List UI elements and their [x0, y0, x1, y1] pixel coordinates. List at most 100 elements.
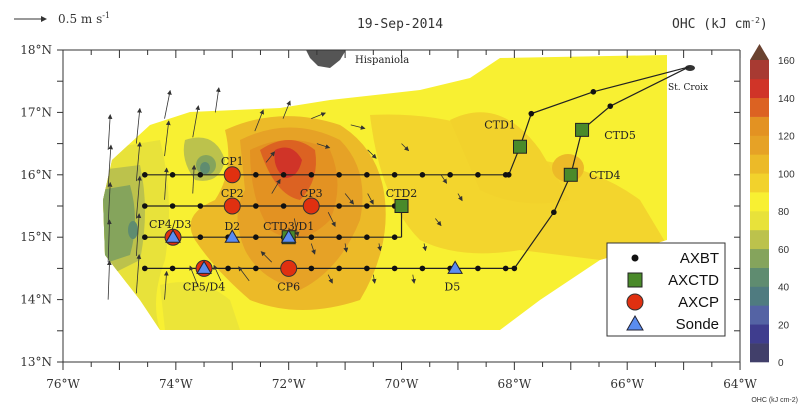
axbt-dot [364, 265, 370, 272]
axcp-marker [280, 259, 298, 277]
current-vector-arrow [163, 167, 169, 200]
y-tick-label: 13°N [20, 355, 52, 369]
colorbar-tick-label: 60 [778, 245, 790, 256]
colorbar-segment [750, 154, 769, 174]
instrument-labels: CP1 CP2 CP3 CP4/D3 CP5/D4 CP6 D2 D5 CTD1 CTD2 CTD3… [149, 119, 636, 294]
axbt-dot [364, 203, 370, 209]
svg-text:0.5 m s-1: 0.5 m s-1 [58, 11, 110, 26]
current-vector-arrow [192, 105, 201, 138]
instrument-label: CTD2 [386, 187, 418, 200]
colorbar-tick-label: 140 [778, 94, 795, 105]
current-vector-arrow [367, 193, 374, 205]
instrument-label: CP4/D3 [149, 218, 191, 231]
axbt-dot [336, 172, 342, 178]
axbt-dot [142, 265, 148, 272]
colorbar: 0 20 40 60 80 100 120 140 160 [750, 44, 795, 369]
current-vector-arrow [164, 89, 172, 119]
axbt-dot [419, 172, 426, 178]
current-vector-arrow [106, 260, 112, 300]
colorbar-segment [750, 248, 769, 268]
legend-sonde-icon [626, 314, 644, 331]
hispaniola-landmass [306, 50, 346, 68]
axbt-dot [280, 172, 287, 178]
y-tick-label: 15°N [20, 230, 52, 244]
colorbar-segment [750, 267, 769, 287]
colorbar-segment [750, 286, 769, 306]
current-vector-arrow [271, 178, 281, 194]
axbt-dot [142, 172, 148, 178]
current-vector-arrow [135, 107, 142, 144]
current-vector-arrow [367, 149, 377, 159]
axbt-dot [447, 172, 453, 178]
instrument-label: D2 [224, 220, 240, 233]
current-vector-arrow [377, 243, 382, 252]
y-tick-label: 18°N [20, 43, 52, 57]
svg-text:OHC (kJ cm-2): OHC (kJ cm-2) [672, 16, 768, 32]
current-vectors [106, 87, 463, 300]
colorbar-segment [750, 192, 769, 212]
instrument-label: CTD3/D1 [263, 220, 314, 233]
axbt-dot [142, 203, 148, 209]
colorbar-segment [750, 229, 769, 250]
instrument-label: CP5/D4 [183, 280, 225, 293]
axbt-dot [502, 265, 509, 272]
instrument-label: CP6 [277, 280, 300, 293]
current-vector-arrow [265, 151, 276, 163]
axcp-marker [302, 197, 320, 215]
legend: AXBT AXCTD AXCP Sonde [606, 242, 726, 337]
current-vector-arrow [343, 243, 349, 253]
axctd-marker [575, 122, 590, 137]
sonde-marker [224, 229, 241, 243]
current-vector-arrow [135, 213, 142, 256]
legend-label: AXCTD [668, 272, 719, 289]
axbt-dot [253, 265, 259, 272]
instrument-label: CTD4 [589, 169, 621, 182]
colorbar-segment [750, 116, 769, 136]
axis-ticks: 76°W 74°W 72°W 70°W 68°W 66°W 64°W 18°N 17°N 16°N… [20, 43, 757, 391]
axbt-dot [505, 172, 512, 178]
axbt-dot [308, 234, 315, 240]
axbt-dot [280, 203, 287, 209]
current-vector-arrow [327, 274, 333, 284]
instrument-label: CTD5 [604, 129, 636, 142]
axbt-dot [253, 203, 259, 209]
current-vector-arrow [135, 254, 142, 294]
current-vector-arrow [371, 274, 377, 284]
axbt-dot [391, 265, 398, 272]
axbt-dot [551, 209, 557, 216]
axbt-dot [336, 234, 342, 240]
colorbar-tick-label: 20 [778, 320, 790, 331]
instrument-label: CP3 [300, 187, 323, 200]
current-vector-arrow [293, 218, 300, 237]
colorbar-tick-label: 100 [778, 169, 795, 180]
colorbar-segment [750, 78, 769, 99]
colorbar-tick-label: 120 [778, 132, 795, 143]
legend-label: AXCP [678, 294, 719, 311]
current-vector-arrow [435, 218, 442, 227]
colorbar-tick-label: 160 [778, 56, 795, 67]
axbt-dot [511, 265, 518, 272]
colorbar-segment [750, 135, 769, 155]
current-vector-arrow [311, 112, 326, 120]
axbt-dot [169, 265, 176, 272]
colorbar-units-label: OHC (kJ cm-2) [751, 397, 798, 404]
axctd-marker [513, 139, 528, 154]
current-vector-arrow [254, 109, 264, 132]
current-vector-arrow [422, 243, 428, 252]
y-tick-label: 17°N [20, 105, 52, 119]
colorbar-tick-label: 80 [778, 207, 790, 218]
colorbar-segment [750, 173, 769, 193]
axbt-dot [364, 234, 370, 240]
y-tick-label: 14°N [20, 293, 52, 307]
axctd-marker [563, 167, 578, 182]
instrument-label: CTD1 [484, 119, 516, 132]
axbt-dot [197, 234, 204, 240]
st-croix-label: St. Croix [668, 83, 708, 93]
track-line [513, 66, 690, 269]
current-vector-arrow [107, 219, 112, 263]
instrument-markers [164, 122, 590, 277]
instrument-label: D5 [444, 280, 460, 293]
current-vector-arrow [191, 164, 197, 194]
